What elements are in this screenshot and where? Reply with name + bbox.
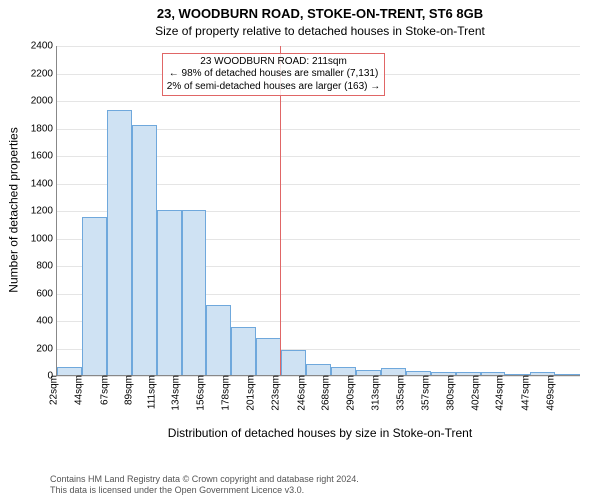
bar xyxy=(331,367,356,375)
x-tick: 469sqm xyxy=(545,375,556,411)
y-tick: 2400 xyxy=(21,41,53,52)
y-tick: 1000 xyxy=(21,233,53,244)
bar xyxy=(306,364,331,375)
bar xyxy=(57,367,82,375)
x-axis-label: Distribution of detached houses by size … xyxy=(50,426,590,440)
y-tick: 1600 xyxy=(21,151,53,162)
y-tick: 400 xyxy=(21,316,53,327)
x-tick: 424sqm xyxy=(495,375,506,411)
y-tick: 2200 xyxy=(21,68,53,79)
y-tick: 200 xyxy=(21,343,53,354)
y-tick: 1800 xyxy=(21,123,53,134)
footer: Contains HM Land Registry data © Crown c… xyxy=(50,474,590,496)
x-tick: 447sqm xyxy=(521,375,532,411)
y-tick: 600 xyxy=(21,288,53,299)
x-tick: 111sqm xyxy=(146,375,157,409)
gridline xyxy=(57,46,580,47)
x-tick: 290sqm xyxy=(345,375,356,411)
bar xyxy=(231,327,256,375)
chart-plot-area: 0200400600800100012001400160018002000220… xyxy=(56,46,580,376)
gridline xyxy=(57,101,580,102)
bar xyxy=(381,368,406,375)
bar xyxy=(206,305,231,375)
footer-line-1: Contains HM Land Registry data © Crown c… xyxy=(50,474,590,485)
bar xyxy=(182,210,207,375)
x-tick: 335sqm xyxy=(396,375,407,411)
annotation-line: 2% of semi-detached houses are larger (1… xyxy=(167,81,380,94)
x-tick: 357sqm xyxy=(420,375,431,411)
annotation-box: 23 WOODBURN ROAD: 211sqm← 98% of detache… xyxy=(162,53,385,97)
y-tick: 2000 xyxy=(21,96,53,107)
bar xyxy=(281,350,306,375)
y-tick: 1400 xyxy=(21,178,53,189)
footer-line-2: This data is licensed under the Open Gov… xyxy=(50,485,590,496)
x-tick: 156sqm xyxy=(196,375,207,411)
x-tick: 268sqm xyxy=(321,375,332,411)
x-tick: 44sqm xyxy=(73,375,84,405)
annotation-line: ← 98% of detached houses are smaller (7,… xyxy=(167,68,380,81)
x-tick: 246sqm xyxy=(296,375,307,411)
page-subtitle: Size of property relative to detached ho… xyxy=(50,24,590,38)
bar xyxy=(132,125,157,375)
y-axis-label: Number of detached properties xyxy=(6,0,22,420)
x-tick: 67sqm xyxy=(99,375,110,405)
y-tick: 800 xyxy=(21,261,53,272)
y-tick: 1200 xyxy=(21,206,53,217)
x-tick: 134sqm xyxy=(171,375,182,411)
annotation-line: 23 WOODBURN ROAD: 211sqm xyxy=(167,56,380,69)
x-tick: 22sqm xyxy=(49,375,60,405)
x-tick: 201sqm xyxy=(246,375,257,411)
bar xyxy=(157,210,182,375)
bar xyxy=(256,338,281,375)
x-tick: 89sqm xyxy=(124,375,135,405)
bar xyxy=(82,217,107,375)
x-tick: 313sqm xyxy=(371,375,382,411)
bar xyxy=(555,374,580,375)
x-tick: 178sqm xyxy=(220,375,231,411)
page-title: 23, WOODBURN ROAD, STOKE-ON-TRENT, ST6 8… xyxy=(50,6,590,21)
x-tick: 223sqm xyxy=(271,375,282,411)
bar xyxy=(107,110,132,375)
x-tick: 402sqm xyxy=(471,375,482,411)
x-tick: 380sqm xyxy=(446,375,457,411)
